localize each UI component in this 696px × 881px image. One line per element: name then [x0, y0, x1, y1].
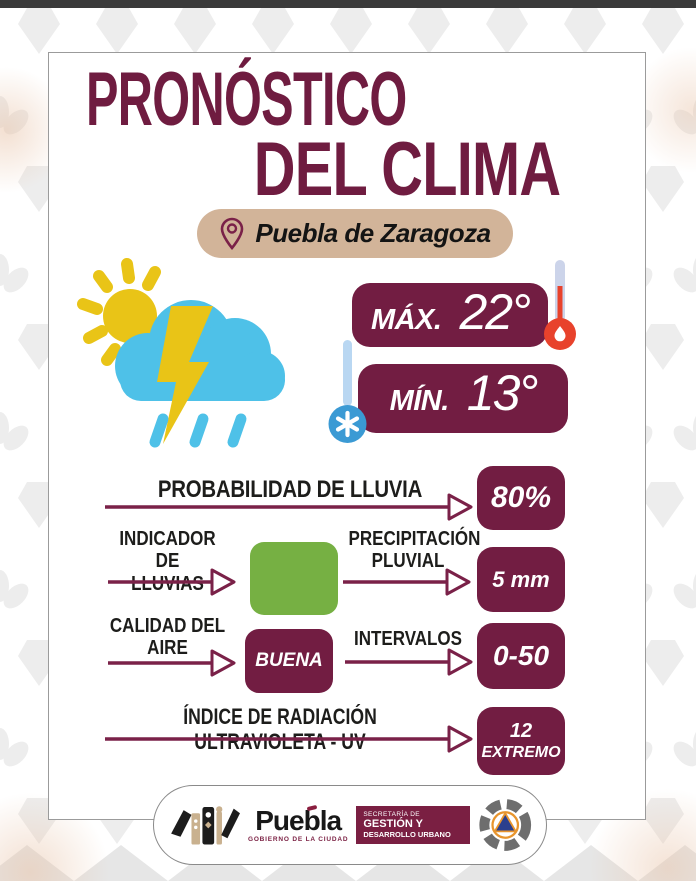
secretariat-box: SECRETARÍA DE GESTIÓN Y DESARROLLO URBAN… — [356, 805, 470, 845]
thermometer-cold-icon — [328, 340, 367, 443]
arrow-right-icon — [108, 568, 236, 596]
min-value: 13° — [466, 365, 539, 421]
weather-icon — [77, 258, 285, 448]
sun-icon — [77, 258, 161, 366]
footer-bar: Puebla GOBIERNO DE LA CIUDAD SECRETARÍA … — [153, 785, 547, 865]
city-wordmark: Puebla GOBIERNO DE LA CIUDAD — [247, 804, 349, 844]
uv-index-number: 12 — [509, 720, 533, 743]
secretariat-line3: DESARROLLO URBANO — [363, 829, 451, 839]
location-badge: Puebla de Zaragoza — [197, 209, 513, 258]
max-value: 22° — [459, 284, 531, 340]
uv-index-category: EXTREMO — [481, 744, 561, 762]
secretariat-line1: SECRETARÍA DE — [363, 810, 421, 818]
uv-index-label: ÍNDICE DE RADIACIÓN ULTRAVIOLETA - UV — [183, 704, 377, 754]
arrow-right-icon — [345, 648, 473, 676]
arrow-right-icon — [108, 649, 236, 677]
secretariat-line2: GESTIÓN Y — [363, 818, 424, 831]
rain-probability-label: PROBABILIDAD DE LLUVIA — [157, 476, 423, 503]
civil-protection-icon — [478, 799, 531, 851]
location-name: Puebla de Zaragoza — [255, 218, 491, 248]
page-title-line1: PRONÓSTICO — [86, 57, 407, 142]
rain-drops-icon — [149, 413, 247, 448]
max-label: MÁX. — [370, 304, 442, 336]
precipitation-value: 5 mm — [477, 547, 565, 612]
talavera-monuments-icon — [171, 806, 240, 845]
thermometer-hot-icon — [544, 260, 576, 350]
min-temp-pill: MÍN. 13° — [358, 364, 568, 433]
page-title-line2: DEL CLIMA — [253, 127, 560, 212]
map-pin-icon — [221, 217, 244, 250]
rain-indicator-swatch — [250, 542, 338, 615]
precipitation-label: PRECIPITACIÓN PLUVIAL — [348, 528, 481, 573]
min-label: MÍN. — [389, 385, 450, 417]
arrow-right-icon — [105, 725, 473, 753]
rain-probability-value: 80% — [477, 466, 565, 530]
intervals-value: 0-50 — [477, 623, 565, 689]
city-name: Puebla — [255, 804, 342, 836]
rain-indicator-label: INDICADOR DE LLUVIAS — [119, 528, 216, 595]
arrow-right-icon — [105, 493, 473, 521]
intervals-label: INTERVALOS — [353, 628, 463, 650]
lightning-icon — [157, 306, 213, 444]
max-temp-pill: MÁX. 22° — [352, 283, 548, 347]
air-quality-value: BUENA — [245, 629, 333, 693]
arrow-right-icon — [343, 568, 471, 596]
city-tagline: GOBIERNO DE LA CIUDAD — [247, 835, 349, 843]
air-quality-label: CALIDAD DEL AIRE — [109, 615, 226, 660]
top-bar — [0, 0, 696, 8]
uv-index-value: 12 EXTREMO — [477, 707, 565, 775]
